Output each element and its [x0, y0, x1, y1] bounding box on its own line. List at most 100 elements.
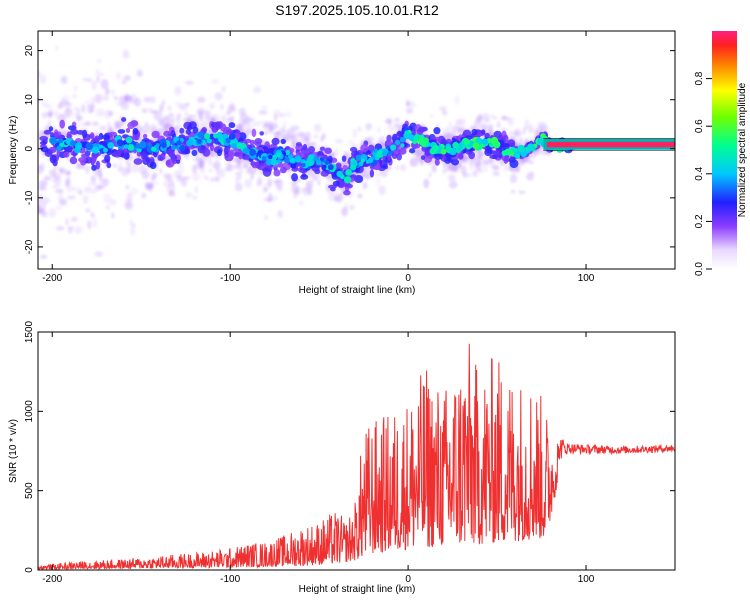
- noise-blob: [518, 190, 526, 194]
- noise-blob: [215, 167, 220, 176]
- cloud-blob: [123, 152, 130, 160]
- cloud-blob: [291, 173, 299, 182]
- cloud-blob: [89, 132, 95, 140]
- ridge-spot: [301, 162, 306, 168]
- noise-blob: [443, 127, 451, 136]
- noise-blob: [145, 121, 149, 128]
- snr-series-line: [38, 343, 675, 570]
- noise-blob: [72, 186, 82, 192]
- cloud-blob: [332, 180, 341, 187]
- noise-blob: [479, 166, 489, 173]
- cloud-blob: [168, 150, 175, 158]
- noise-blob: [166, 113, 172, 120]
- noise-blob: [100, 79, 109, 90]
- cloud-blob: [133, 158, 143, 165]
- ridge-spot: [513, 152, 519, 158]
- noise-blob: [74, 225, 83, 234]
- noise-blob: [272, 131, 281, 138]
- noise-blob: [143, 96, 151, 103]
- ridge-spot: [170, 144, 177, 151]
- cloud-blob: [481, 129, 486, 135]
- noise-blob: [178, 167, 185, 174]
- ridge-spot: [209, 134, 215, 140]
- noise-blob: [159, 102, 165, 109]
- noise-blob: [528, 123, 534, 134]
- ridge-spot: [49, 136, 57, 145]
- ridge-spot: [98, 144, 103, 149]
- colorbar-tick-label: 0.6: [694, 119, 705, 133]
- cloud-blob: [186, 125, 193, 131]
- noise-blob: [94, 93, 103, 104]
- ridge-spot: [360, 158, 365, 163]
- ridge-spot: [355, 154, 362, 161]
- noise-blob: [141, 108, 148, 113]
- noise-blob: [234, 156, 241, 163]
- cloud-blob: [262, 168, 272, 177]
- ridge-spot: [196, 138, 202, 144]
- noise-blob: [191, 172, 201, 182]
- noise-blob: [428, 172, 432, 178]
- ridge-spot: [139, 141, 147, 149]
- cloud-blob: [136, 150, 142, 157]
- ridge-spot: [504, 148, 512, 156]
- noise-blob: [73, 85, 78, 91]
- cloud-blob: [471, 128, 478, 136]
- noise-blob: [241, 120, 249, 125]
- ridge-spot: [290, 162, 297, 169]
- noise-blob: [124, 75, 131, 82]
- noise-blob: [475, 150, 484, 156]
- noise-blob: [198, 110, 203, 121]
- noise-blob: [141, 170, 150, 180]
- cloud-blob: [192, 126, 199, 134]
- noise-blob: [343, 202, 349, 211]
- noise-blob: [196, 165, 203, 170]
- noise-blob: [457, 127, 464, 136]
- cloud-blob: [501, 143, 510, 150]
- noise-blob: [38, 205, 44, 214]
- ridge-spot: [512, 147, 519, 154]
- noise-blob: [253, 86, 262, 94]
- noise-blob: [454, 119, 462, 130]
- cloud-blob: [94, 135, 100, 141]
- noise-blob: [65, 218, 69, 226]
- ridge-spot: [271, 154, 277, 160]
- spectrogram-x-label: Height of straight line (km): [299, 285, 416, 296]
- noise-blob: [208, 158, 213, 166]
- noise-blob: [526, 172, 534, 181]
- ridge-spot: [316, 159, 322, 166]
- noise-blob: [507, 130, 514, 139]
- noise-blob: [99, 72, 104, 77]
- cloud-blob: [314, 168, 321, 175]
- noise-blob: [208, 168, 212, 173]
- noise-blob: [39, 180, 48, 186]
- noise-blob: [120, 102, 130, 111]
- noise-blob: [54, 109, 59, 120]
- noise-blob: [40, 101, 48, 107]
- ridge-spot: [151, 146, 157, 152]
- colorbar-tick-label: 0.0: [694, 262, 705, 276]
- noise-blob: [192, 156, 199, 162]
- noise-blob: [302, 186, 310, 196]
- noise-blob: [122, 49, 130, 59]
- cloud-blob: [53, 132, 59, 138]
- noise-blob: [73, 112, 79, 118]
- ridge-spot: [102, 147, 108, 153]
- ridge-spot: [85, 142, 94, 151]
- noise-blob: [177, 112, 181, 120]
- noise-blob: [70, 216, 78, 222]
- noise-blob: [239, 165, 244, 174]
- noise-blob: [503, 164, 510, 172]
- noise-blob: [209, 102, 215, 110]
- noise-blob: [111, 212, 115, 219]
- cloud-blob: [80, 153, 90, 158]
- noise-blob: [133, 97, 141, 107]
- cloud-blob: [341, 155, 347, 162]
- ridge-spot: [270, 158, 278, 166]
- cloud-blob: [151, 130, 160, 139]
- noise-blob: [149, 96, 156, 104]
- noise-blob: [472, 170, 478, 177]
- noise-blob: [490, 114, 495, 119]
- cloud-blob: [121, 117, 127, 122]
- noise-blob: [257, 175, 262, 186]
- ridge-spot: [319, 157, 325, 162]
